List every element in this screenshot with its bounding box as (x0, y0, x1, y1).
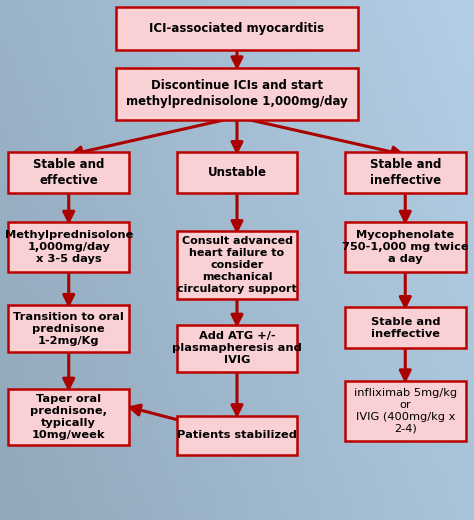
FancyBboxPatch shape (345, 223, 465, 271)
Text: Stable and
ineffective: Stable and ineffective (370, 159, 441, 187)
Text: Mycophenolate
750-1,000 mg twice
a day: Mycophenolate 750-1,000 mg twice a day (342, 230, 469, 264)
Text: Discontinue ICIs and start
methylprednisolone 1,000mg/day: Discontinue ICIs and start methylprednis… (126, 80, 348, 108)
Text: ICI-associated myocarditis: ICI-associated myocarditis (149, 22, 325, 35)
Text: Stable and
ineffective: Stable and ineffective (371, 317, 440, 339)
FancyBboxPatch shape (8, 152, 129, 193)
Text: Stable and
effective: Stable and effective (33, 159, 104, 187)
FancyBboxPatch shape (345, 307, 465, 348)
FancyBboxPatch shape (8, 389, 129, 445)
Text: Consult advanced
heart failure to
consider
mechanical
circulatory support: Consult advanced heart failure to consid… (177, 236, 297, 294)
FancyBboxPatch shape (176, 416, 298, 454)
FancyBboxPatch shape (345, 152, 465, 193)
FancyBboxPatch shape (116, 68, 358, 120)
FancyBboxPatch shape (116, 7, 358, 50)
FancyBboxPatch shape (345, 381, 465, 441)
FancyBboxPatch shape (176, 231, 298, 299)
Text: Taper oral
prednisone,
typically
10mg/week: Taper oral prednisone, typically 10mg/we… (30, 394, 107, 440)
FancyBboxPatch shape (8, 223, 129, 271)
FancyBboxPatch shape (8, 305, 129, 352)
Text: Methylprednisolone
1,000mg/day
x 3-5 days: Methylprednisolone 1,000mg/day x 3-5 day… (5, 230, 133, 264)
FancyBboxPatch shape (176, 152, 298, 193)
Text: Add ATG +/-
plasmapheresis and
IVIG: Add ATG +/- plasmapheresis and IVIG (172, 331, 302, 366)
Text: Unstable: Unstable (208, 166, 266, 179)
Text: Transition to oral
prednisone
1-2mg/Kg: Transition to oral prednisone 1-2mg/Kg (13, 311, 124, 346)
Text: infliximab 5mg/kg
or
IVIG (400mg/kg x
2-4): infliximab 5mg/kg or IVIG (400mg/kg x 2-… (354, 388, 457, 434)
FancyBboxPatch shape (176, 325, 298, 372)
Text: Patients stabilized: Patients stabilized (177, 430, 297, 440)
